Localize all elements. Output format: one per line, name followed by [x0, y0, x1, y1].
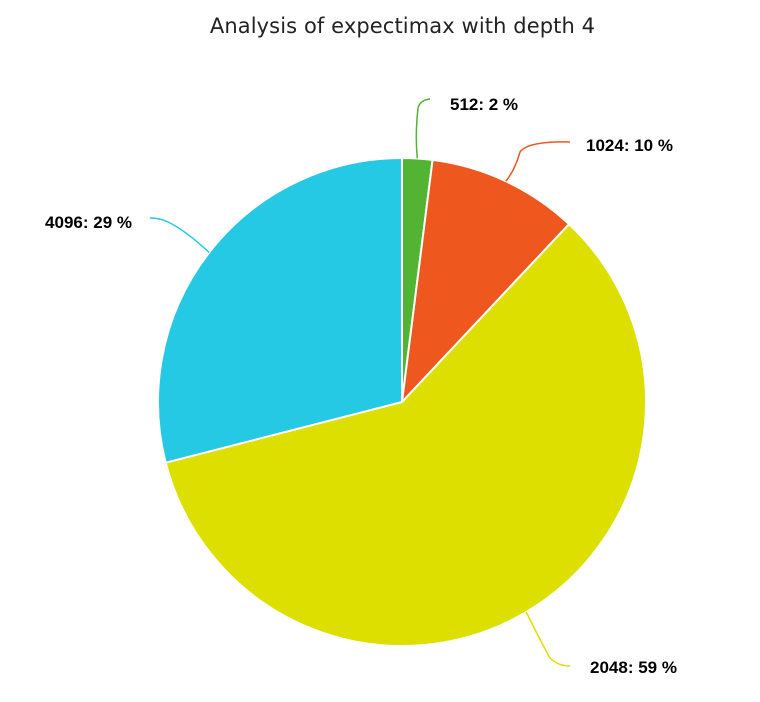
pie-slices — [157, 157, 647, 647]
connector-1024 — [505, 141, 571, 182]
label-connectors — [149, 98, 571, 667]
pie-slice-1024 — [401, 158, 571, 403]
slice-labels: 512: 2 % 1024: 10 % 2048: 59 % 4096: 29 % — [45, 95, 677, 677]
slice-label-4096: 4096: 29 % — [45, 213, 132, 232]
connector-512 — [415, 98, 431, 159]
slice-label-1024: 1024: 10 % — [586, 136, 673, 155]
slice-label-512: 512: 2 % — [450, 95, 518, 114]
chart-title: Analysis of expectimax with depth 4 — [209, 14, 596, 38]
pie-slice-4096 — [157, 157, 403, 464]
slice-label-2048: 2048: 59 % — [590, 658, 677, 677]
connector-2048 — [525, 611, 571, 667]
connector-4096 — [149, 217, 210, 254]
